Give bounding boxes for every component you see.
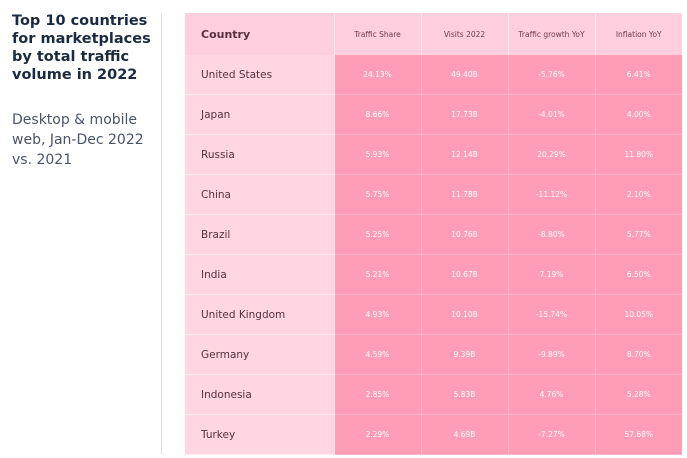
country-cell: United States [185,55,335,95]
traffic-share-cell: 8.66% [334,94,422,135]
inflation-cell: 10.05% [595,294,682,335]
traffic-growth-cell: -9.89% [508,334,596,375]
traffic-share-cell: 4.93% [334,294,422,335]
country-cell: Brazil [185,214,335,255]
table-row: Turkey 2.29% 4.69B -7.27% 57.68% [185,414,682,455]
country-cell: Germany [185,334,335,375]
vertical-divider [161,14,162,454]
inflation-cell: 4.00% [595,94,682,135]
table-row: United States 24.13% 49.40B -5.76% 6.41% [185,55,682,95]
inflation-cell: 57.68% [595,414,682,455]
traffic-share-cell: 5.93% [334,134,422,175]
column-header-traffic-growth-yoy: Traffic growth YoY [508,13,596,55]
visits-2022-cell: 5.83B [421,374,509,415]
traffic-growth-cell: -5.76% [508,55,596,95]
traffic-share-cell: 5.75% [334,174,422,215]
traffic-growth-cell: -11.12% [508,174,596,215]
inflation-cell: 5.77% [595,214,682,255]
column-header-country: Country [185,13,335,55]
traffic-share-cell: 2.29% [334,414,422,455]
inflation-cell: 6.41% [595,55,682,95]
visits-2022-cell: 10.76B [421,214,509,255]
inflation-cell: 2.10% [595,174,682,215]
traffic-share-cell: 2.85% [334,374,422,415]
traffic-growth-cell: -15.74% [508,294,596,335]
visits-2022-cell: 9.39B [421,334,509,375]
visits-2022-cell: 49.40B [421,55,509,95]
visits-2022-cell: 12.14B [421,134,509,175]
country-cell: Russia [185,134,335,175]
table-body: United States 24.13% 49.40B -5.76% 6.41% Japa… [185,55,682,455]
traffic-share-cell: 5.25% [334,214,422,255]
country-cell: China [185,174,335,215]
country-cell: Indonesia [185,374,335,415]
traffic-growth-cell: -4.01% [508,94,596,135]
table-row: China 5.75% 11.78B -11.12% 2.10% [185,174,682,215]
inflation-cell: 6.50% [595,254,682,295]
column-header-inflation-yoy: Inflation YoY [595,13,682,55]
inflation-cell: 11.80% [595,134,682,175]
visits-2022-cell: 17.73B [421,94,509,135]
traffic-share-cell: 4.59% [334,334,422,375]
panel-title: Top 10 countries for marketplaces by tot… [12,13,151,83]
table-row: Japan 8.66% 17.73B -4.01% 4.00% [185,94,682,135]
traffic-growth-cell: 20.29% [508,134,596,175]
traffic-growth-cell: -7.27% [508,414,596,455]
column-header-visits-2022: Visits 2022 [421,13,509,55]
visits-2022-cell: 10.10B [421,294,509,335]
table-row: Germany 4.59% 9.39B -9.89% 8.70% [185,334,682,375]
country-cell: United Kingdom [185,294,335,335]
inflation-cell: 8.70% [595,334,682,375]
inflation-cell: 5.28% [595,374,682,415]
column-header-traffic-share: Traffic Share [334,13,422,55]
panel-subtitle: Desktop & mobile web, Jan-Dec 2022 vs. 2… [12,112,144,168]
table-row: Brazil 5.25% 10.76B -8.80% 5.77% [185,214,682,255]
traffic-share-cell: 5.21% [334,254,422,295]
traffic-growth-cell: 7.19% [508,254,596,295]
header-row: Country Traffic Share Visits 2022 Traffi… [185,13,682,55]
data-table: Country Traffic Share Visits 2022 Traffi… [185,13,682,455]
table-row: Indonesia 2.85% 5.83B 4.76% 5.28% [185,374,682,415]
table-row: United Kingdom 4.93% 10.10B -15.74% 10.05% [185,294,682,335]
country-cell: Japan [185,94,335,135]
traffic-growth-cell: -8.80% [508,214,596,255]
visits-2022-cell: 10.67B [421,254,509,295]
visits-2022-cell: 11.78B [421,174,509,215]
country-cell: India [185,254,335,295]
table-row: India 5.21% 10.67B 7.19% 6.50% [185,254,682,295]
country-cell: Turkey [185,414,335,455]
visits-2022-cell: 4.69B [421,414,509,455]
traffic-share-cell: 24.13% [334,55,422,95]
traffic-growth-cell: 4.76% [508,374,596,415]
table-row: Russia 5.93% 12.14B 20.29% 11.80% [185,134,682,175]
